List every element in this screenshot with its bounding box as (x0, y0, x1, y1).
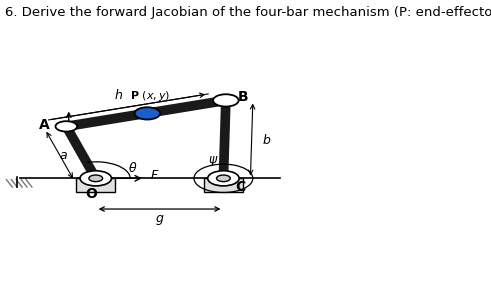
Circle shape (80, 171, 111, 186)
Text: C: C (236, 180, 246, 194)
Circle shape (89, 175, 103, 182)
Circle shape (55, 121, 77, 132)
Text: A: A (39, 118, 50, 132)
Text: $h$: $h$ (114, 88, 123, 102)
Text: 6. Derive the forward Jacobian of the four-bar mechanism (P: end-effector): 6. Derive the forward Jacobian of the fo… (5, 6, 491, 19)
Text: $\theta$: $\theta$ (128, 161, 137, 175)
Circle shape (217, 175, 230, 182)
Text: $b$: $b$ (262, 132, 272, 147)
Circle shape (213, 94, 239, 107)
Circle shape (135, 107, 160, 120)
Text: $\psi$: $\psi$ (208, 154, 219, 168)
Text: B: B (238, 90, 249, 104)
Text: $F$: $F$ (150, 169, 159, 183)
Text: $g$: $g$ (155, 213, 164, 227)
Text: $\bf{P}$ $(x, y)$: $\bf{P}$ $(x, y)$ (130, 89, 170, 103)
Bar (204, 178, 243, 192)
Bar (76, 178, 115, 192)
Circle shape (208, 171, 239, 186)
Text: $a$: $a$ (59, 149, 68, 162)
Text: O: O (85, 187, 97, 201)
